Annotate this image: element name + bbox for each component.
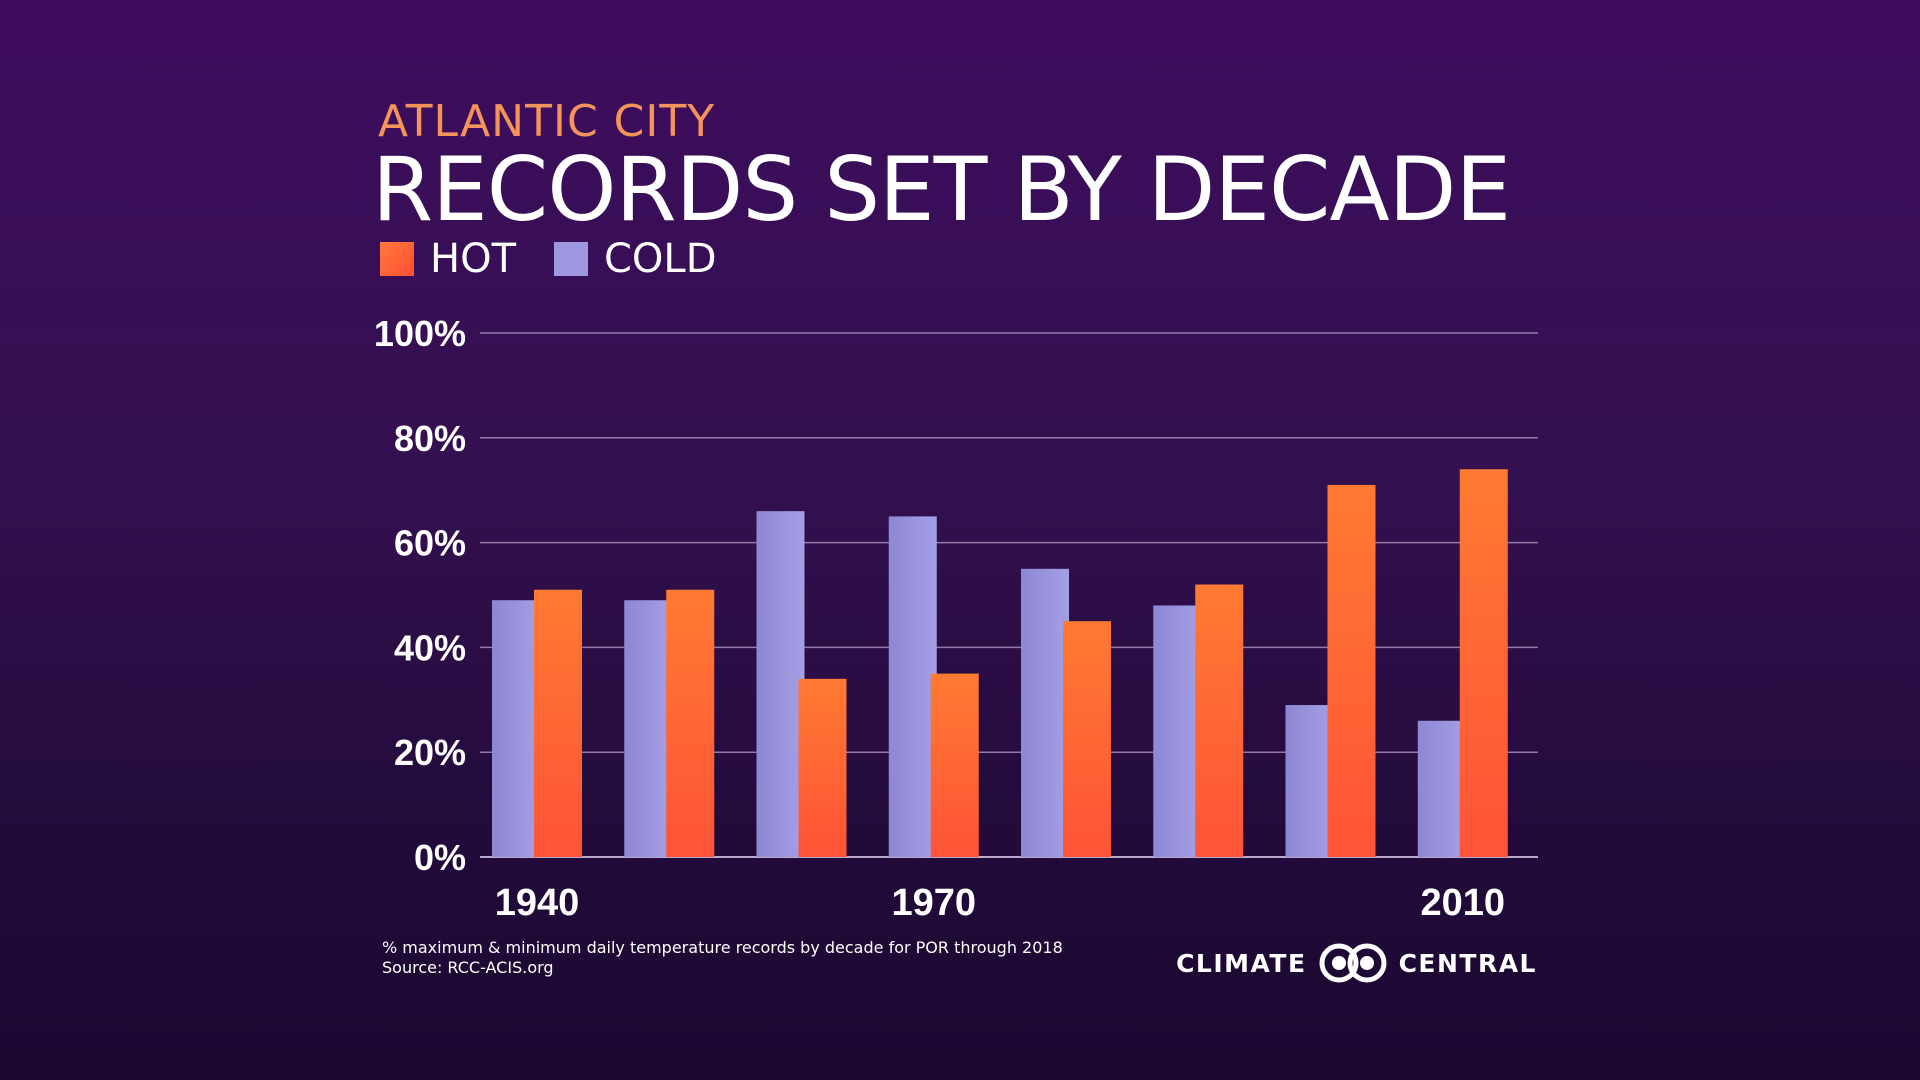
footnote-text: % maximum & minimum daily temperature re… bbox=[382, 938, 1063, 957]
climate-central-logo-icon bbox=[1319, 943, 1387, 983]
legend-label-hot: HOT bbox=[430, 236, 516, 282]
bar-cold-1970 bbox=[888, 516, 937, 857]
x-tick-label: 2010 bbox=[1420, 882, 1505, 924]
bar-cold-1980 bbox=[1021, 568, 1069, 857]
bar-hot-1990 bbox=[1195, 584, 1244, 857]
brand-text-left: CLIMATE bbox=[1176, 948, 1307, 978]
brand-text-right: CENTRAL bbox=[1398, 948, 1537, 978]
legend: HOT COLD bbox=[380, 236, 755, 282]
legend-label-cold: COLD bbox=[604, 236, 717, 282]
x-tick-label: 1970 bbox=[891, 882, 976, 924]
legend-swatch-hot bbox=[380, 242, 414, 276]
bar-cold-2000 bbox=[1285, 705, 1334, 857]
y-tick-label: 100% bbox=[374, 313, 466, 354]
bar-hot-1940 bbox=[534, 589, 582, 857]
chart-subtitle: ATLANTIC CITY bbox=[378, 96, 716, 147]
y-tick-label: 60% bbox=[394, 523, 466, 564]
bar-hot-1950 bbox=[666, 589, 715, 857]
legend-item-hot: HOT bbox=[380, 236, 516, 282]
bar-hot-2000 bbox=[1327, 484, 1376, 857]
y-tick-label: 80% bbox=[394, 418, 466, 459]
bar-cold-2010 bbox=[1417, 720, 1466, 857]
bar-cold-1990 bbox=[1153, 605, 1202, 857]
legend-item-cold: COLD bbox=[554, 236, 717, 282]
bar-cold-1940 bbox=[492, 600, 540, 857]
bar-cold-1950 bbox=[624, 600, 673, 857]
bar-cold-1960 bbox=[756, 511, 805, 857]
bar-hot-1970 bbox=[930, 673, 979, 857]
chart-title: RECORDS SET BY DECADE bbox=[372, 138, 1511, 241]
source-text: Source: RCC-ACIS.org bbox=[382, 958, 554, 977]
y-tick-label: 20% bbox=[394, 732, 466, 773]
bar-hot-1960 bbox=[798, 678, 847, 857]
bar-hot-1980 bbox=[1063, 621, 1111, 857]
brand-logo: CLIMATE CENTRAL bbox=[1176, 943, 1537, 983]
y-tick-label: 0% bbox=[414, 837, 466, 878]
y-tick-label: 40% bbox=[394, 627, 466, 668]
x-tick-label: 1940 bbox=[495, 882, 580, 924]
bar-hot-2010 bbox=[1459, 469, 1508, 857]
legend-swatch-cold bbox=[554, 242, 588, 276]
footnote: % maximum & minimum daily temperature re… bbox=[382, 938, 1063, 978]
